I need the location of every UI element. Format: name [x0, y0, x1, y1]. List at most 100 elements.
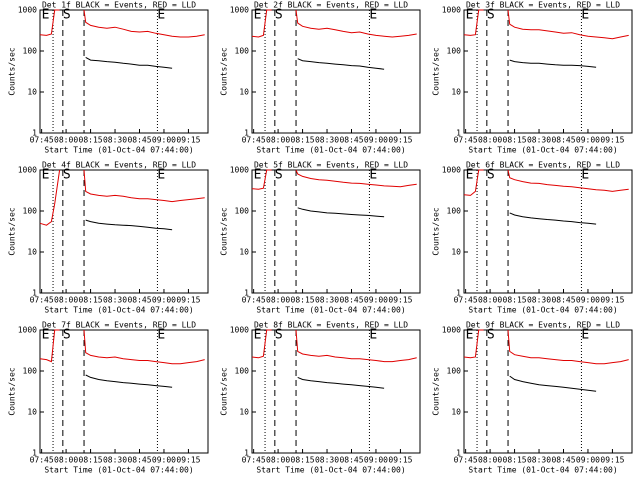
series-line: [85, 219, 173, 231]
annotation: S: [275, 328, 283, 343]
series-line: [39, 9, 60, 36]
y-axis-label: Counts/sec: [8, 367, 17, 415]
chart-title: Det 8f BLACK = Events, RED = LLD: [254, 321, 408, 330]
plot-frame: [39, 9, 209, 134]
y-tick-label: 10: [239, 248, 249, 257]
chart-title: Det 3f BLACK = Events, RED = LLD: [466, 1, 620, 10]
x-tick-label: 08:30: [527, 456, 551, 465]
x-tick-label: 08:30: [527, 296, 551, 305]
x-tick-label: 09:15: [388, 456, 412, 465]
y-axis-label: Counts/sec: [220, 47, 229, 95]
series-line: [39, 169, 61, 226]
y-tick-label: 100: [447, 207, 462, 216]
x-tick-label: 08:00: [478, 456, 502, 465]
series-line: [295, 169, 417, 188]
y-tick-label: 10: [27, 408, 37, 417]
x-tick-label: 08:30: [103, 456, 127, 465]
x-tick-label: 07:45: [454, 296, 478, 305]
x-tick-label: 08:45: [127, 456, 151, 465]
x-tick-label: 08:30: [103, 296, 127, 305]
plot-frame: [251, 169, 421, 294]
x-tick-label: 09:00: [152, 136, 176, 145]
series-line: [509, 375, 597, 392]
x-tick-label: 07:45: [30, 296, 54, 305]
x-axis-label: Start Time (01-Oct-04 07:44:00): [256, 466, 405, 475]
series-line: [507, 329, 629, 365]
annotation: S: [63, 168, 71, 183]
y-tick-label: 10: [451, 88, 461, 97]
x-tick-label: 08:45: [551, 296, 575, 305]
x-tick-label: 08:45: [551, 456, 575, 465]
chart-title: Det 4f BLACK = Events, RED = LLD: [42, 161, 196, 170]
series-line: [83, 169, 205, 203]
x-tick-label: 08:15: [79, 456, 103, 465]
x-tick-label: 08:45: [127, 136, 151, 145]
x-axis-label: Start Time (01-Oct-04 07:44:00): [44, 306, 193, 315]
x-tick-label: 08:15: [291, 136, 315, 145]
y-tick-label: 1000: [18, 6, 37, 15]
y-tick-label: 100: [235, 47, 250, 56]
chart-title: Det 6f BLACK = Events, RED = LLD: [466, 161, 620, 170]
x-axis-label: Start Time (01-Oct-04 07:44:00): [256, 306, 405, 315]
x-tick-label: 08:45: [339, 136, 363, 145]
x-tick-label: 08:00: [478, 296, 502, 305]
annotation: S: [487, 168, 495, 183]
series-line: [85, 374, 173, 388]
y-tick-label: 1: [244, 449, 249, 458]
x-tick-label: 08:45: [127, 296, 151, 305]
series-line: [507, 169, 629, 192]
series-line: [463, 329, 484, 359]
plot-frame: [463, 169, 633, 294]
y-axis-label: Counts/sec: [432, 367, 441, 415]
annotation: S: [63, 8, 71, 23]
y-tick-label: 10: [239, 88, 249, 97]
x-tick-label: 08:00: [54, 456, 78, 465]
series-line: [83, 9, 205, 38]
y-tick-label: 10: [239, 408, 249, 417]
y-axis-label: Counts/sec: [432, 47, 441, 95]
y-tick-label: 10: [451, 248, 461, 257]
x-tick-label: 08:45: [551, 136, 575, 145]
annotation: E: [581, 168, 589, 183]
annotation: E: [254, 328, 262, 343]
annotation: S: [487, 8, 495, 23]
y-axis-label: Counts/sec: [220, 207, 229, 255]
x-tick-label: 09:00: [364, 136, 388, 145]
x-tick-label: 08:30: [315, 456, 339, 465]
annotation: E: [369, 168, 377, 183]
x-tick-label: 08:00: [266, 136, 290, 145]
x-tick-label: 09:15: [600, 456, 624, 465]
chart-title: Det 5f BLACK = Events, RED = LLD: [254, 161, 408, 170]
x-tick-label: 08:45: [339, 296, 363, 305]
annotation: E: [42, 328, 50, 343]
y-axis-label: Counts/sec: [8, 207, 17, 255]
plot-frame: [251, 329, 421, 454]
x-tick-label: 09:15: [176, 296, 200, 305]
y-tick-label: 1000: [230, 166, 249, 175]
y-tick-label: 1000: [18, 166, 37, 175]
y-tick-label: 1000: [230, 6, 249, 15]
x-tick-label: 08:15: [291, 456, 315, 465]
x-axis-label: Start Time (01-Oct-04 07:44:00): [468, 146, 617, 155]
y-tick-label: 10: [27, 248, 37, 257]
x-tick-label: 09:00: [576, 136, 600, 145]
y-axis-label: Counts/sec: [220, 367, 229, 415]
x-tick-label: 08:00: [54, 136, 78, 145]
series-line: [297, 58, 385, 70]
x-tick-label: 09:00: [364, 456, 388, 465]
x-tick-label: 08:15: [79, 136, 103, 145]
x-tick-label: 09:15: [176, 456, 200, 465]
annotation: S: [487, 328, 495, 343]
chart-title: Det 9f BLACK = Events, RED = LLD: [466, 321, 620, 330]
plot-frame: [39, 329, 209, 454]
x-tick-label: 09:00: [364, 296, 388, 305]
annotation: E: [157, 328, 165, 343]
y-tick-label: 1000: [442, 166, 461, 175]
x-tick-label: 08:00: [478, 136, 502, 145]
annotation: E: [369, 8, 377, 23]
x-tick-label: 09:00: [152, 296, 176, 305]
x-tick-label: 08:15: [291, 296, 315, 305]
x-tick-label: 07:45: [454, 136, 478, 145]
